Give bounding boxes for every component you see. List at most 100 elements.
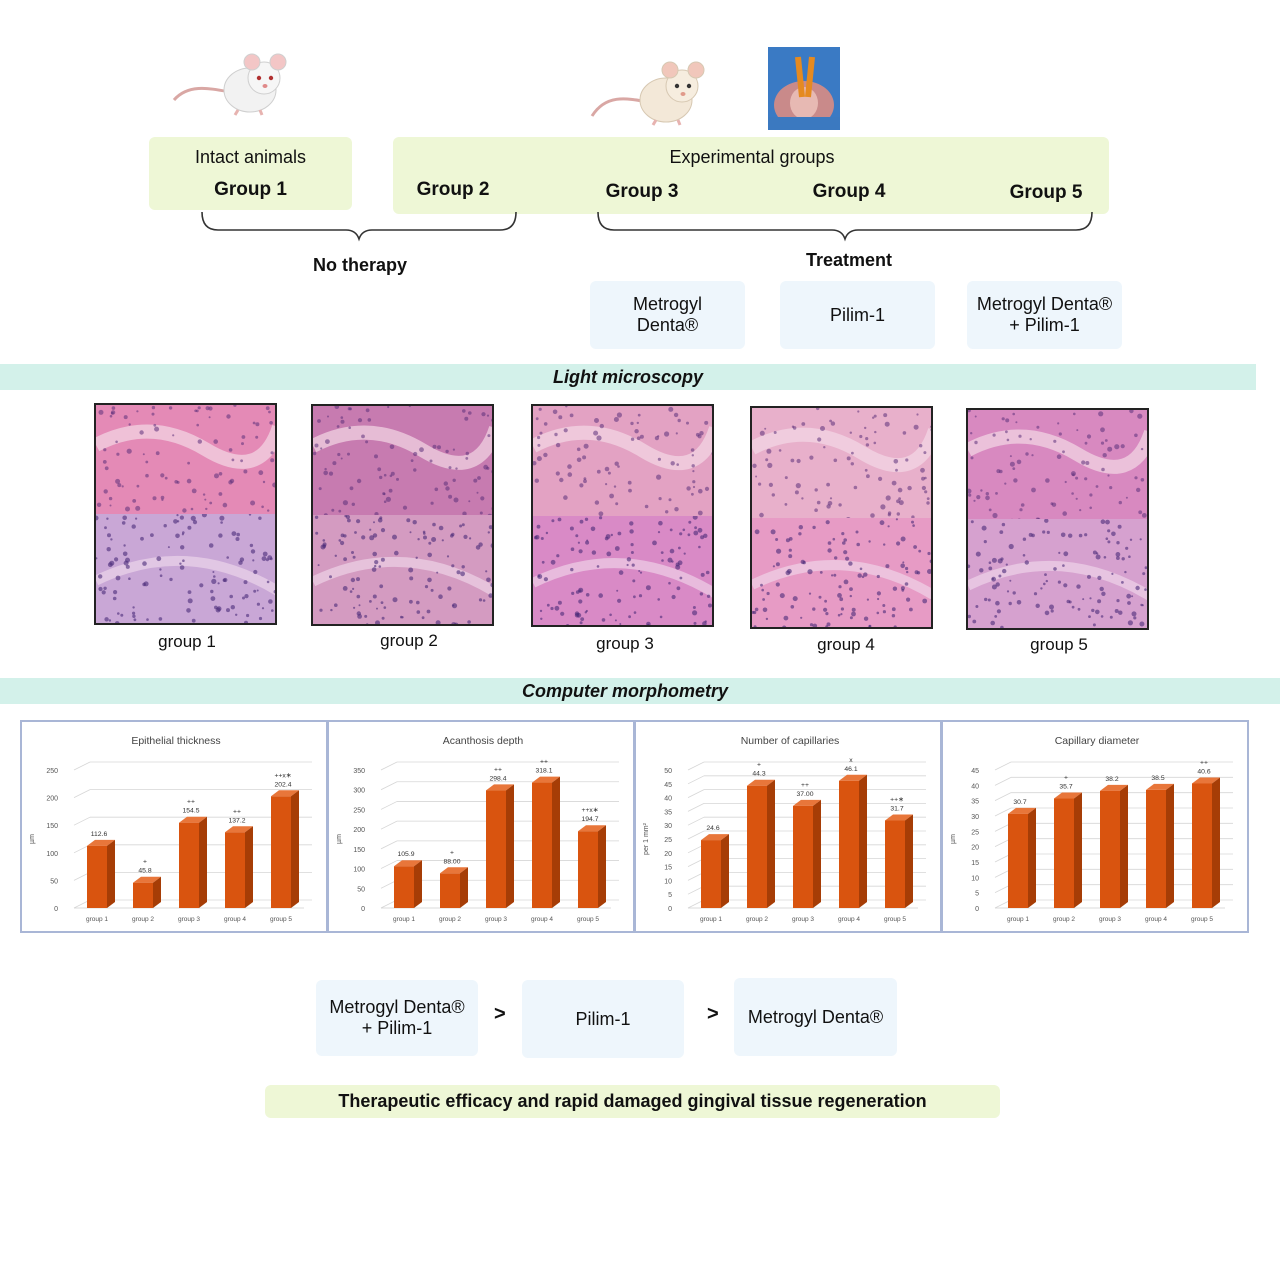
morphometry-title: Computer morphometry (521, 681, 728, 701)
bar-front (1008, 813, 1028, 908)
x-tick-label: group 2 (132, 916, 154, 923)
y-tick-label: 100 (46, 851, 58, 858)
bar-5 (271, 790, 299, 908)
y-tick-label: 30 (971, 814, 979, 821)
gridline-diag (687, 816, 705, 826)
bar-3 (179, 816, 207, 908)
bar-front (1100, 790, 1120, 908)
bar-side (813, 799, 821, 908)
bar-front (578, 831, 598, 908)
bar-side (291, 790, 299, 908)
light-microscopy-title: Light microscopy (552, 367, 704, 387)
chart-title: Capillary diameter (1055, 735, 1140, 747)
rat-icon-experimental (586, 58, 716, 128)
bar-1 (701, 834, 729, 908)
bar-side (107, 839, 115, 908)
bar-3 (793, 799, 821, 908)
bar-1 (394, 860, 422, 908)
y-tick-label: 100 (353, 867, 365, 874)
bar-1 (1008, 807, 1036, 908)
value-label: 44.3 (752, 771, 765, 778)
gingiva-photo (768, 47, 840, 130)
bar-front (87, 845, 107, 908)
bar-side (245, 826, 253, 908)
y-tick-label: 45 (971, 768, 979, 775)
y-tick-label: 150 (46, 823, 58, 830)
bar-4 (532, 776, 560, 908)
bar-front (271, 796, 291, 908)
bar-side (1212, 777, 1220, 908)
x-tick-label: group 2 (1053, 916, 1075, 923)
bar-3 (1100, 784, 1128, 908)
x-tick-label: group 3 (792, 916, 814, 923)
gridline-diag (380, 820, 398, 830)
gridline-diag (994, 761, 1012, 771)
gridline-diag (380, 860, 398, 869)
bar-top (793, 799, 821, 806)
bar-top (839, 774, 867, 781)
y-tick-label: 200 (353, 827, 365, 834)
group-5-label: Group 5 (1009, 182, 1083, 203)
y-tick-label: 250 (353, 807, 365, 814)
micrograph-group-4 (750, 406, 933, 629)
micrograph-caption-group-2: group 2 (380, 631, 438, 650)
x-tick-label: group 4 (838, 916, 860, 923)
bar-side (506, 784, 514, 908)
value-label: 202.4 (274, 781, 291, 788)
rank-combination-label: Metrogyl Denta® + Pilim-1 (329, 997, 465, 1038)
gridline-diag (380, 801, 398, 810)
micrograph-group-2 (311, 404, 494, 626)
bar-side (1074, 792, 1082, 908)
x-tick-label: group 3 (485, 916, 507, 923)
group-3-label: Group 3 (605, 181, 679, 202)
micrograph-group-1 (94, 403, 277, 625)
rank-separator-1: > (494, 1003, 506, 1025)
micrograph-caption-group-4: group 4 (817, 635, 875, 654)
y-tick-label: 300 (353, 788, 365, 795)
y-axis-label: µm (336, 834, 343, 844)
micrograph-group-5 (966, 408, 1149, 630)
value-label: 105.9 (397, 851, 414, 858)
significance-mark: ++ (187, 799, 195, 806)
y-tick-label: 0 (361, 906, 365, 913)
x-tick-label: group 3 (1099, 916, 1121, 923)
bar-top (1146, 783, 1174, 790)
significance-mark: + (757, 762, 761, 769)
y-tick-label: 150 (353, 847, 365, 854)
bar-front (839, 780, 859, 908)
gridline-diag (380, 781, 398, 791)
value-label: 137.2 (228, 817, 245, 824)
rank-box-combination: Metrogyl Denta® + Pilim-1 (316, 980, 478, 1056)
gridline-diag (687, 830, 705, 840)
bar-4 (1146, 783, 1174, 908)
value-label: 112.6 (91, 831, 108, 838)
chart-title: Epithelial thickness (131, 735, 220, 747)
significance-mark: ++ (801, 782, 809, 789)
morphometry-band: Computer morphometry (0, 678, 1280, 704)
group-4-label: Group 4 (812, 181, 886, 202)
x-tick-label: group 1 (393, 916, 415, 923)
bar-top (578, 825, 606, 832)
value-label: 88.00 (443, 858, 460, 865)
significance-mark: + (450, 849, 454, 856)
bar-top (133, 876, 161, 883)
y-tick-label: 0 (668, 906, 672, 913)
gridline-diag (73, 789, 91, 798)
significance-mark: ++x∗ (274, 772, 291, 779)
bar-front (532, 782, 552, 908)
y-tick-label: 10 (971, 875, 979, 882)
y-tick-label: 20 (664, 851, 672, 858)
bar-side (1120, 784, 1128, 908)
x-tick-label: group 1 (700, 916, 722, 923)
treatment-pilim-label: Pilim-1 (829, 304, 885, 325)
experimental-groups-box (393, 137, 1109, 214)
bar-front (133, 882, 153, 908)
significance-mark: ++ (540, 759, 548, 766)
y-tick-label: 0 (54, 906, 58, 913)
gridline-diag (687, 803, 705, 812)
chart-number-of-capillaries: Number of capillaries 0 5 10 15 20 25 30 35 40 45 5… (634, 720, 942, 933)
significance-mark: ++x∗ (581, 807, 598, 814)
group-2-label: Group 2 (416, 179, 490, 200)
bar-top (1054, 792, 1082, 799)
bar-side (460, 867, 468, 908)
